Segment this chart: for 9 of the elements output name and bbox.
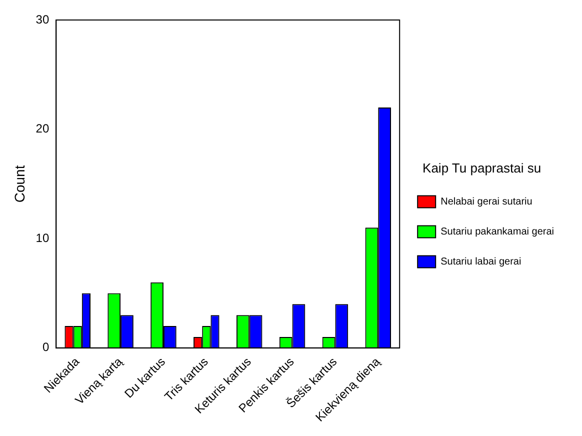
legend-title: Kaip Tu paprastai su bbox=[422, 160, 542, 176]
y-tick-label: 10 bbox=[36, 230, 50, 245]
y-tick-label: 30 bbox=[36, 12, 50, 26]
legend-label: Nelabai gerai sutariu bbox=[440, 196, 532, 208]
legend-label: Sutariu pakankamai gerai bbox=[440, 226, 554, 238]
y-axis-title: Count bbox=[11, 165, 28, 203]
y-tick-label: 20 bbox=[36, 122, 50, 136]
y-tick-label: 0 bbox=[42, 340, 50, 354]
legend-label: Sutariu labai gerai bbox=[440, 256, 522, 268]
